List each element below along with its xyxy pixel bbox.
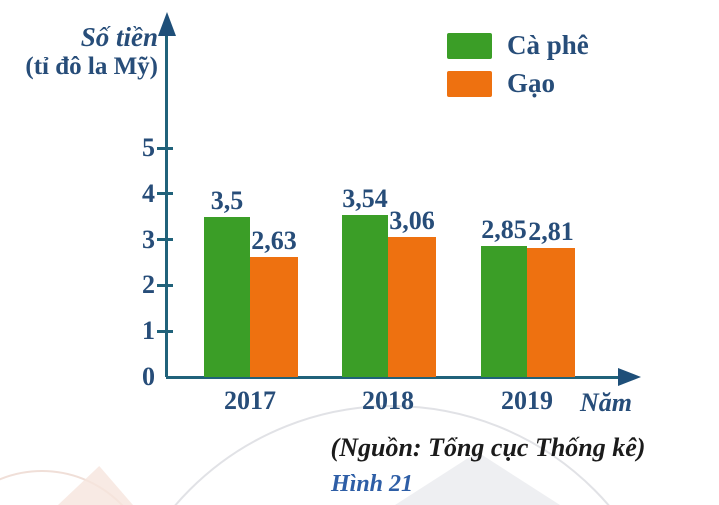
y-tick-label: 4 xyxy=(142,178,155,208)
x-category-label-2017: 2017 xyxy=(224,386,276,415)
bar-coffee-2019 xyxy=(481,246,527,377)
y-tick-label: 1 xyxy=(142,316,155,346)
y-tick-mark xyxy=(157,329,173,333)
coffee-legend-swatch xyxy=(447,32,492,59)
legend-item-rice: Gạo xyxy=(447,70,589,97)
x-axis-arrow-icon xyxy=(618,368,641,386)
y-tick-mark xyxy=(157,283,173,287)
bar-value-label-coffee-2018: 3,54 xyxy=(342,183,388,213)
y-axis-title-line1: Số tiền xyxy=(80,22,158,52)
x-category-label-2019: 2019 xyxy=(501,386,553,415)
bar-rice-2018 xyxy=(388,236,436,377)
bar-value-label-rice-2017: 2,63 xyxy=(251,225,297,255)
legend-item-coffee: Cà phê xyxy=(447,32,589,59)
x-axis-line xyxy=(166,375,621,379)
bar-value-label-coffee-2019: 2,85 xyxy=(481,215,527,245)
bar-rice-2019 xyxy=(527,248,575,377)
y-tick-mark xyxy=(157,146,173,150)
y-tick-mark xyxy=(157,192,173,196)
bar-value-label-rice-2019: 2,81 xyxy=(528,217,574,247)
y-tick-label: 2 xyxy=(142,270,155,300)
x-axis-label: Năm xyxy=(580,388,632,417)
y-axis-title-line2: (tỉ đô la Mỹ) xyxy=(25,53,158,80)
bar-rice-2017 xyxy=(250,256,298,377)
legend: Cà phê Gạo xyxy=(447,32,589,108)
y-axis-line xyxy=(165,30,168,377)
bar-value-label-rice-2018: 3,06 xyxy=(389,205,435,235)
coffee-legend-label: Cà phê xyxy=(507,30,589,60)
x-category-label-2018: 2018 xyxy=(362,386,414,415)
y-axis-title: Số tiền (tỉ đô la Mỹ) xyxy=(6,22,158,82)
y-axis-arrow-icon xyxy=(157,12,176,36)
y-tick-label: 3 xyxy=(142,224,155,254)
source-note: (Nguồn: Tổng cục Thống kê) xyxy=(330,433,646,462)
rice-legend-label: Gạo xyxy=(507,68,556,98)
y-tick-label: 0 xyxy=(142,362,155,391)
bar-coffee-2018 xyxy=(342,214,388,377)
bar-value-label-coffee-2017: 3,5 xyxy=(210,185,244,215)
rice-legend-swatch xyxy=(447,70,492,97)
y-tick-mark xyxy=(157,238,173,242)
bar-coffee-2017 xyxy=(204,216,250,377)
y-tick-label: 5 xyxy=(142,133,155,162)
figure-caption: Hình 21 xyxy=(330,471,414,497)
